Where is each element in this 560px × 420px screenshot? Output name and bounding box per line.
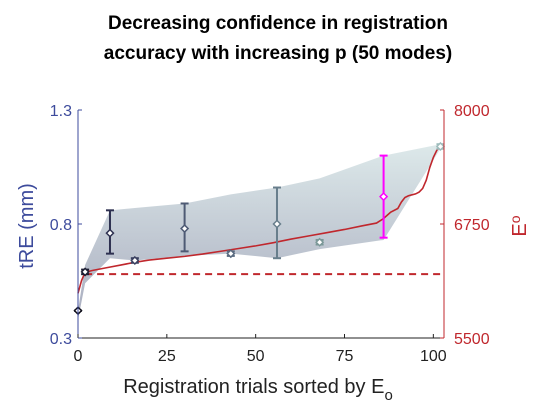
x-axis-label: Registration trials sorted by Eo: [123, 376, 393, 404]
x-tick-label-2: 50: [247, 348, 265, 365]
x-tick-label-1: 25: [158, 348, 176, 365]
chart-title-line-1: Decreasing confidence in registration: [108, 13, 448, 34]
y-axis-right-label-main: E: [509, 223, 531, 236]
uncertainty-band: [78, 144, 441, 320]
axes: 0 25 50 75 100 0.3 0.8 1.3 5500 6750 8000: [50, 103, 490, 365]
x-tick-label-0: 0: [74, 348, 83, 365]
error-bar-marker-4: [180, 223, 190, 234]
x-tick-label-3: 75: [336, 348, 354, 365]
x-axis-label-sub: o: [384, 387, 392, 404]
plot-area: [73, 141, 446, 320]
error-bar-marker-6: [272, 219, 282, 229]
error-bar-marker-8: [379, 192, 389, 202]
error-bar-marker-7: [315, 237, 325, 247]
y-axis-right-label: Eo: [507, 215, 531, 236]
y-left-tick-label-0: 0.3: [50, 331, 72, 348]
y-axis-right-label-sub: o: [507, 215, 523, 223]
error-bar-marker-2: [105, 228, 115, 238]
y-right-tick-label-1: 6750: [454, 217, 490, 234]
y-right-tick-label-2: 8000: [454, 103, 490, 120]
error-bar-marker-1: [80, 267, 90, 277]
x-tick-label-4: 100: [420, 348, 447, 365]
y-right-tick-label-0: 5500: [454, 331, 490, 348]
y-left-tick-label-1: 0.8: [50, 217, 72, 234]
y-axis-left-label: tRE (mm): [16, 183, 38, 269]
error-bar-marker-9: [435, 141, 446, 152]
error-bar-marker-5: [226, 249, 236, 259]
y-left-tick-label-2: 1.3: [50, 103, 72, 120]
error-bar-marker-3: [130, 255, 140, 266]
x-axis-label-main: Registration trials sorted by E: [123, 376, 384, 398]
chart-title-line-2: accuracy with increasing p (50 modes): [104, 43, 452, 64]
